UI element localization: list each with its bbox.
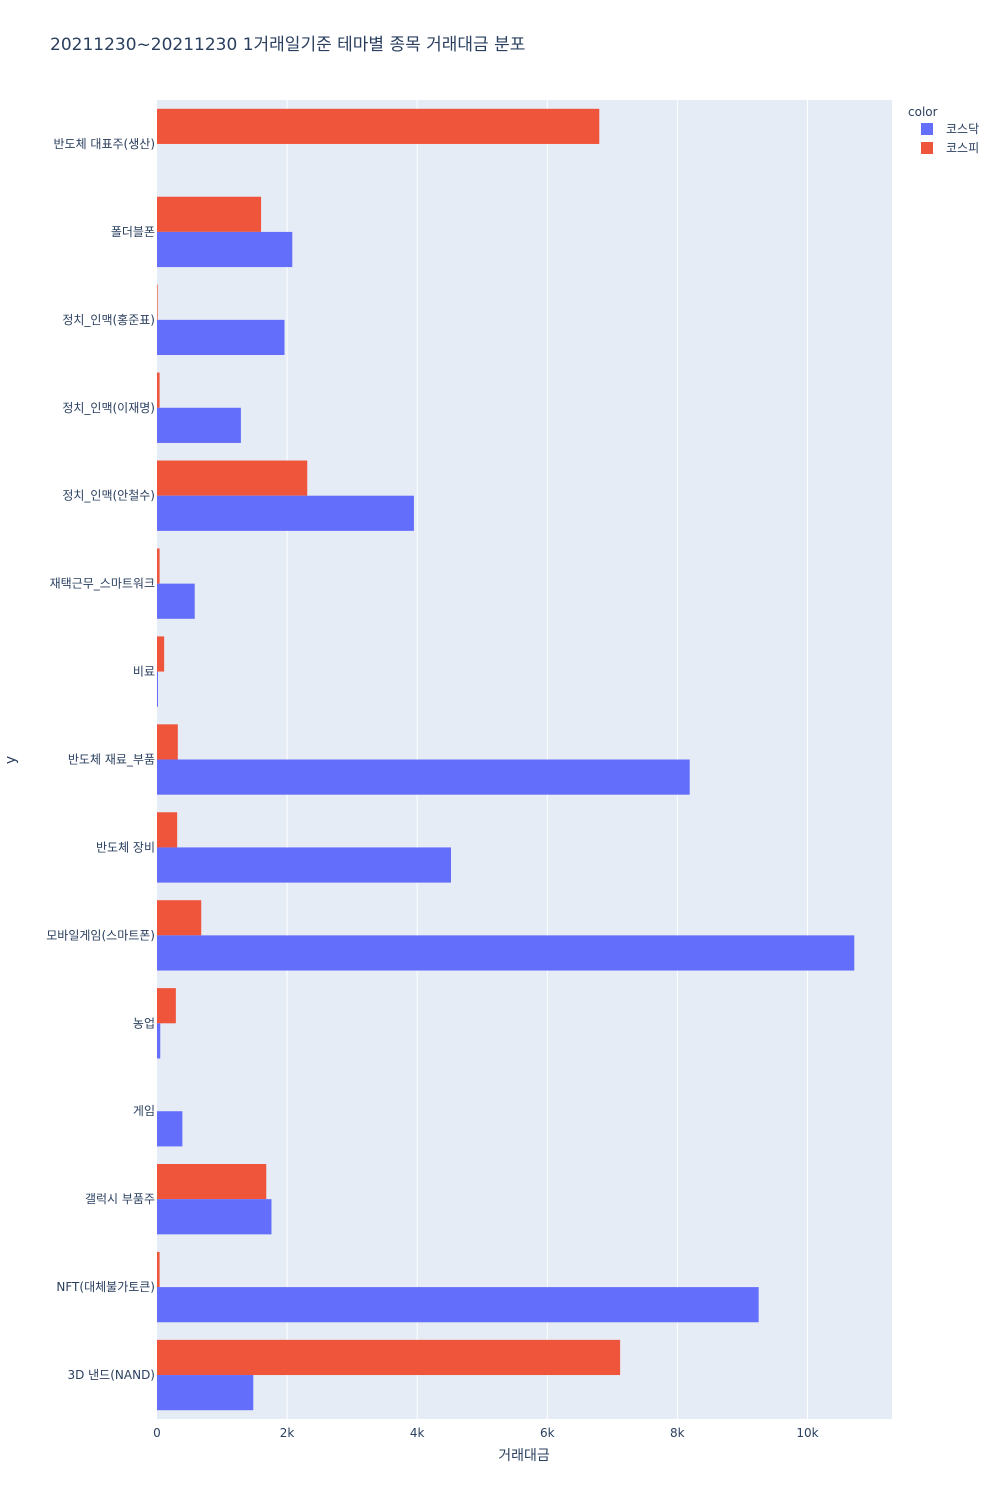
y-tick-label: 농업 (133, 1016, 155, 1030)
legend-title: color (908, 105, 938, 119)
bar-kospi (157, 284, 158, 320)
bar-kospi (157, 1251, 160, 1288)
y-tick-label: 재택근무_스마트워크 (50, 577, 155, 591)
bar-kospi (157, 900, 202, 936)
y-tick-label: 정치_인맥(홍준표) (62, 313, 155, 327)
bar-kosdaq (157, 1375, 254, 1411)
bar-kospi (157, 724, 178, 760)
bar-kospi (157, 372, 160, 408)
bar-kosdaq (157, 935, 855, 971)
y-axis-title: y (3, 756, 19, 764)
bar-kosdaq (157, 759, 690, 795)
y-tick-label: 모바일게임(스마트폰) (46, 928, 155, 942)
y-tick-label: 정치_인맥(안철수) (62, 489, 155, 503)
bar-kosdaq (157, 847, 451, 883)
x-tick-label: 6k (540, 1426, 555, 1440)
bar-kospi (157, 196, 262, 232)
legend-swatch[interactable] (921, 142, 933, 154)
x-tick-label: 10k (796, 1426, 818, 1440)
x-tick-label: 8k (670, 1426, 685, 1440)
bar-kosdaq (157, 1111, 183, 1147)
legend-swatch[interactable] (921, 123, 933, 135)
y-tick-label: 반도체 재료_부품 (68, 753, 155, 767)
y-tick-label: 반도체 대표주(생산) (54, 137, 156, 151)
bar-kospi (157, 548, 160, 584)
x-tick-label: 0 (153, 1426, 161, 1440)
bar-kospi (157, 108, 600, 144)
y-tick-label: 갤럭시 부품주 (85, 1192, 155, 1206)
bars (157, 108, 855, 1411)
bar-kosdaq (157, 231, 293, 268)
bar-kospi (157, 1163, 267, 1200)
y-tick-label: NFT(대체불가토큰) (56, 1280, 155, 1294)
x-axis-ticks: 0 2k 4k 6k 8k 10k (153, 1426, 818, 1440)
y-tick-label: 비료 (133, 665, 155, 679)
bar-kosdaq (157, 583, 195, 619)
bar-kosdaq (157, 319, 285, 356)
chart-title: 20211230~20211230 1거래일기준 테마별 종목 거래대금 분포 (50, 35, 525, 55)
bar-kosdaq (157, 495, 414, 531)
bar-kospi (157, 812, 178, 848)
bar-kospi (157, 988, 176, 1024)
y-tick-label: 폴더블폰 (111, 225, 155, 239)
bar-kosdaq (157, 407, 241, 443)
bar-kosdaq (157, 1199, 272, 1235)
legend-label[interactable]: 코스피 (946, 141, 979, 155)
x-axis-title: 거래대금 (498, 1448, 550, 1464)
y-tick-label: 3D 낸드(NAND) (67, 1368, 155, 1382)
bar-kospi (157, 460, 308, 496)
bar-kospi (157, 1339, 621, 1376)
y-tick-label: 정치_인맥(이재명) (62, 401, 155, 415)
bar-kosdaq (157, 1023, 161, 1059)
legend-label[interactable]: 코스닥 (946, 122, 979, 136)
bar-kospi (157, 636, 165, 672)
x-tick-label: 4k (410, 1426, 425, 1440)
bar-kosdaq (157, 671, 158, 707)
bar-kosdaq (157, 1287, 759, 1323)
x-tick-label: 2k (280, 1426, 295, 1440)
y-tick-label: 반도체 장비 (96, 840, 155, 854)
y-tick-label: 게임 (133, 1104, 155, 1118)
